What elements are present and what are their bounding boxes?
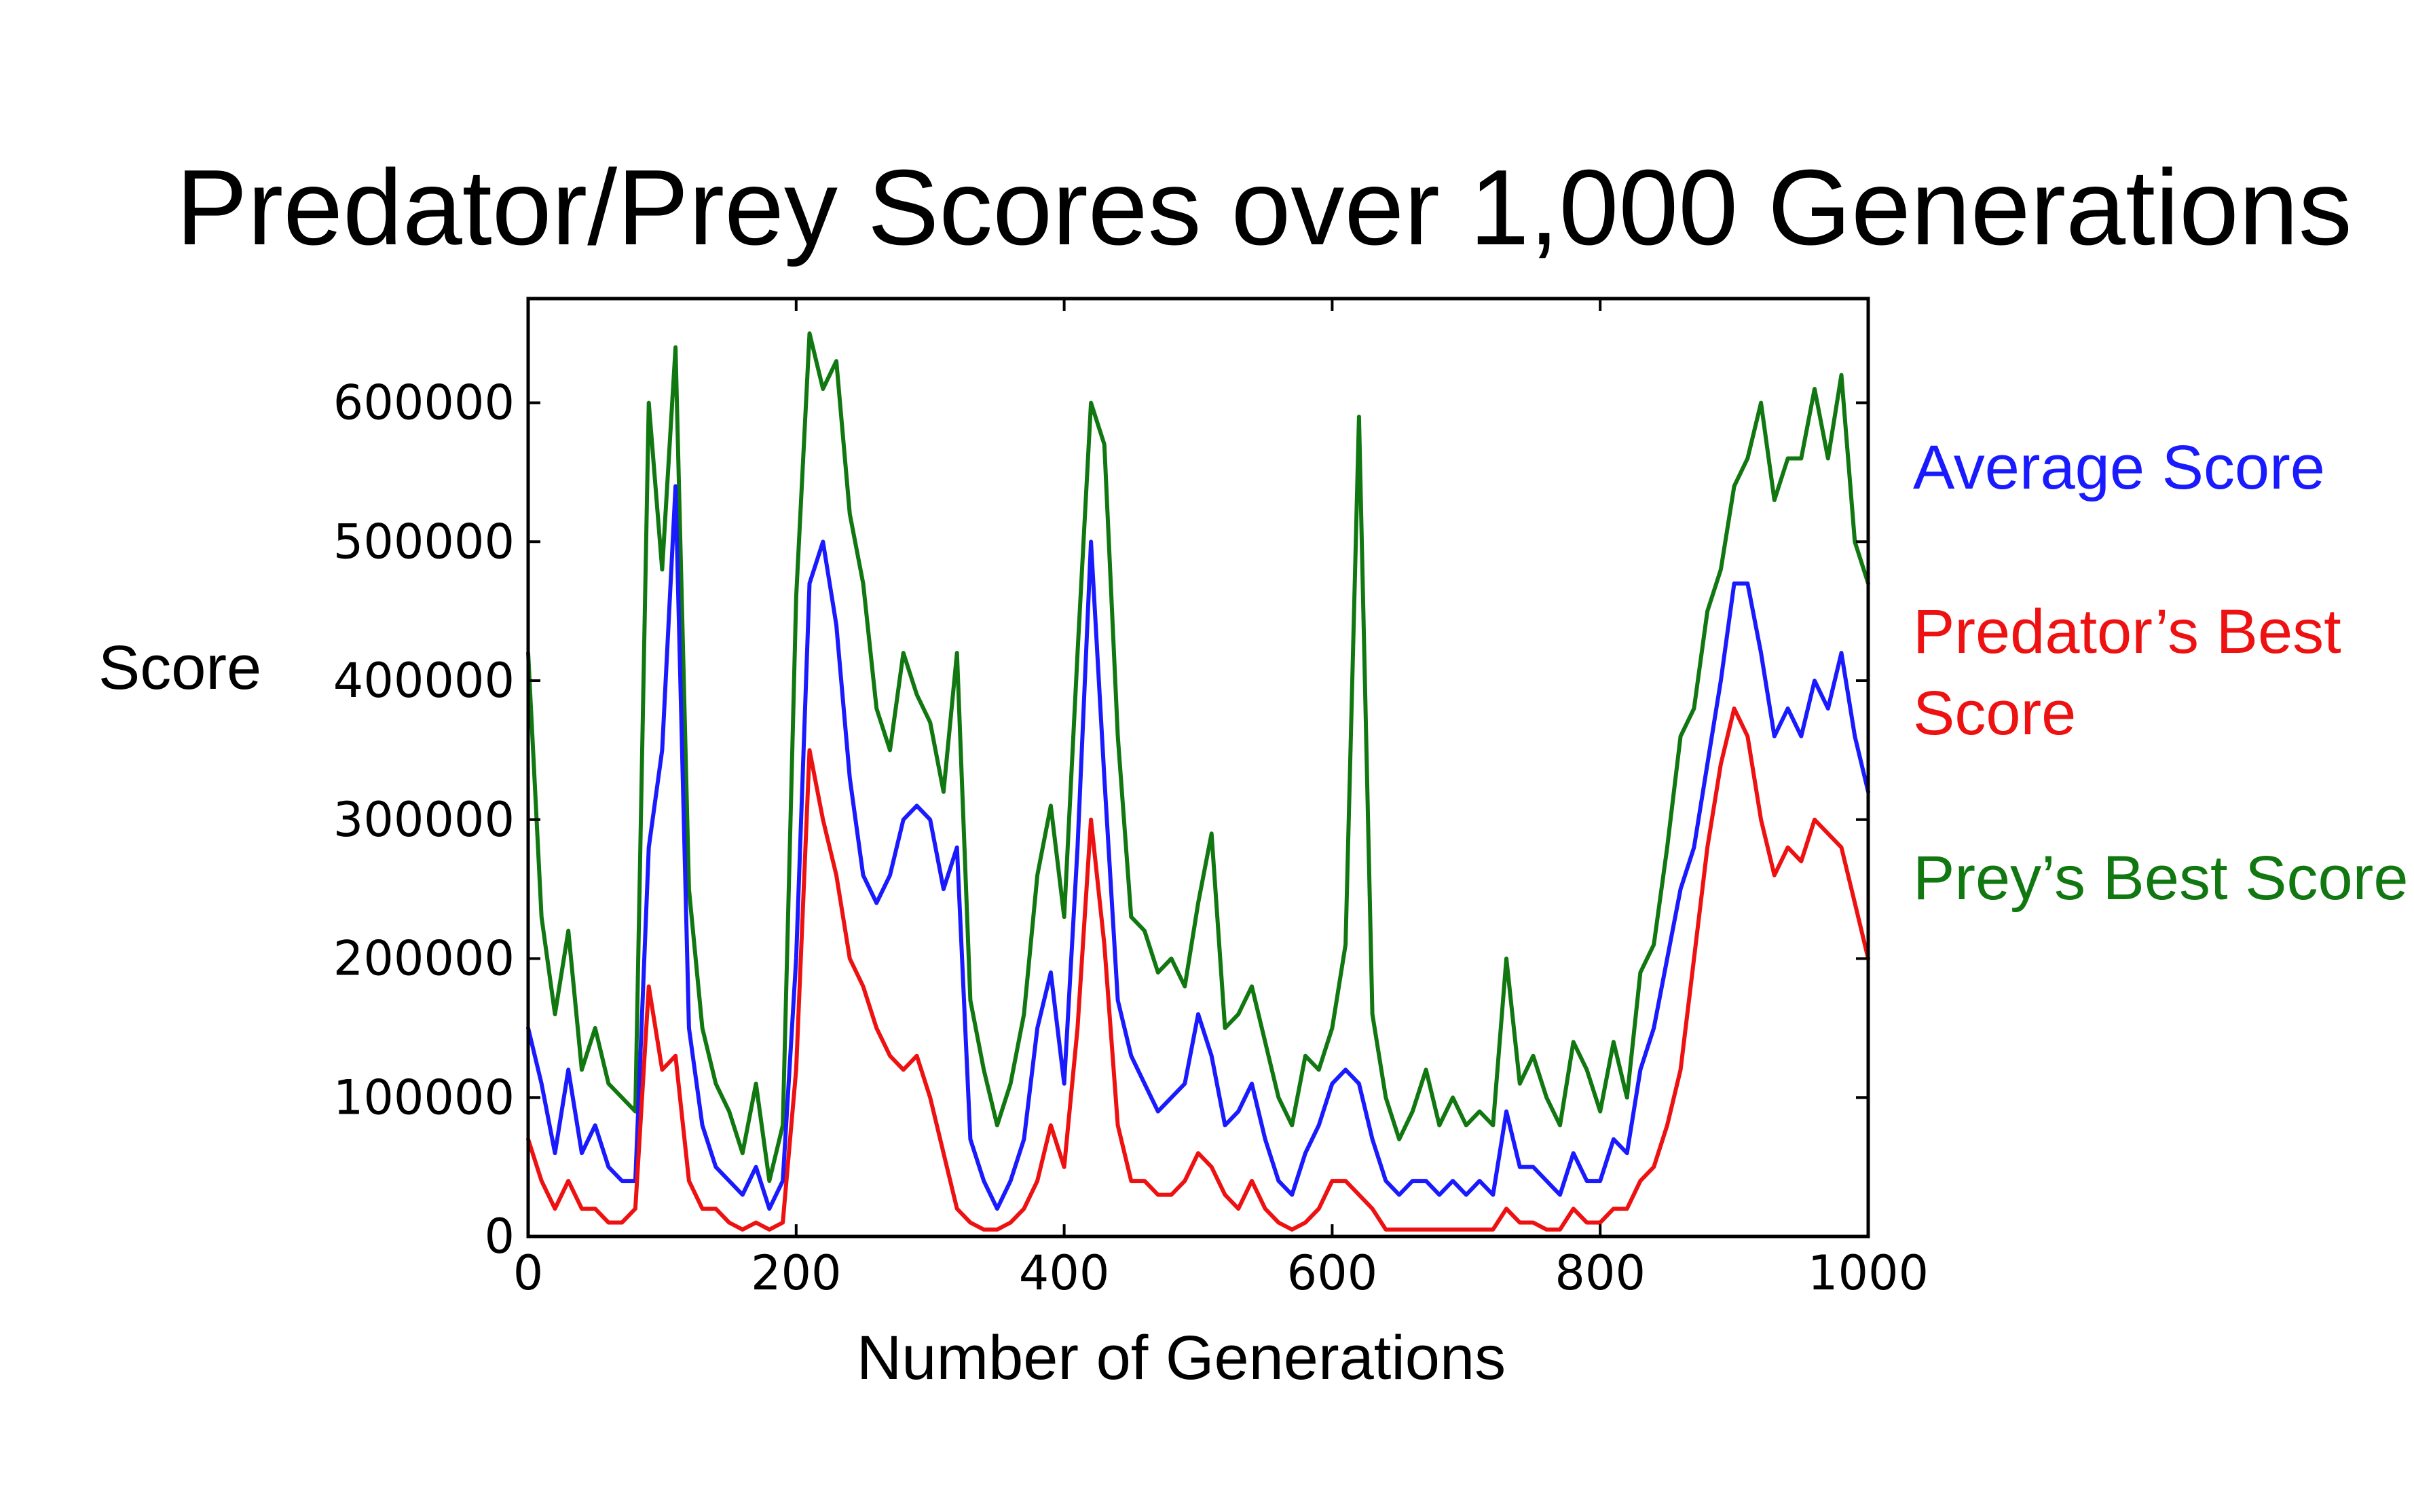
y-tick-label: 100000 (333, 1070, 515, 1125)
legend-entry-average: Average Score (1913, 433, 2325, 502)
x-tick-label: 200 (751, 1245, 842, 1301)
plot-area (526, 331, 1870, 1232)
y-tick-label: 200000 (333, 931, 515, 987)
legend-entry-predator-line1: Predator’s Best (1913, 597, 2341, 666)
x-axis-label: Number of Generations (857, 1323, 1506, 1393)
series-line-0 (526, 331, 1870, 1184)
legend: Average Score Predator’s Best Score Prey’s … (1913, 433, 2409, 913)
series-line-2 (526, 706, 1870, 1232)
y-tick-label: 300000 (333, 792, 515, 848)
x-tick-label: 0 (513, 1245, 544, 1301)
x-tick-label: 1000 (1808, 1245, 1929, 1301)
plot-frame (526, 297, 1870, 1239)
axes: 0 200 400 600 800 1000 0 100000 200000 300000 4000… (333, 297, 1929, 1301)
x-tick-label: 600 (1287, 1245, 1378, 1301)
legend-entry-predator-line2: Score (1913, 679, 2076, 748)
legend-entry-prey: Prey’s Best Score (1913, 844, 2409, 913)
y-tick-label: 0 (484, 1209, 515, 1264)
y-tick-label: 500000 (333, 514, 515, 569)
y-axis-label: Score (98, 633, 261, 702)
series-line-1 (526, 484, 1870, 1211)
x-tick-label: 800 (1555, 1245, 1646, 1301)
y-tick-label: 400000 (333, 653, 515, 708)
chart-title: Predator/Prey Scores over 1,000 Generati… (176, 148, 2352, 267)
y-tick-label: 600000 (333, 375, 515, 431)
legend-entry-predator: Predator’s Best Score (1913, 597, 2341, 748)
x-tick-label: 400 (1019, 1245, 1110, 1301)
